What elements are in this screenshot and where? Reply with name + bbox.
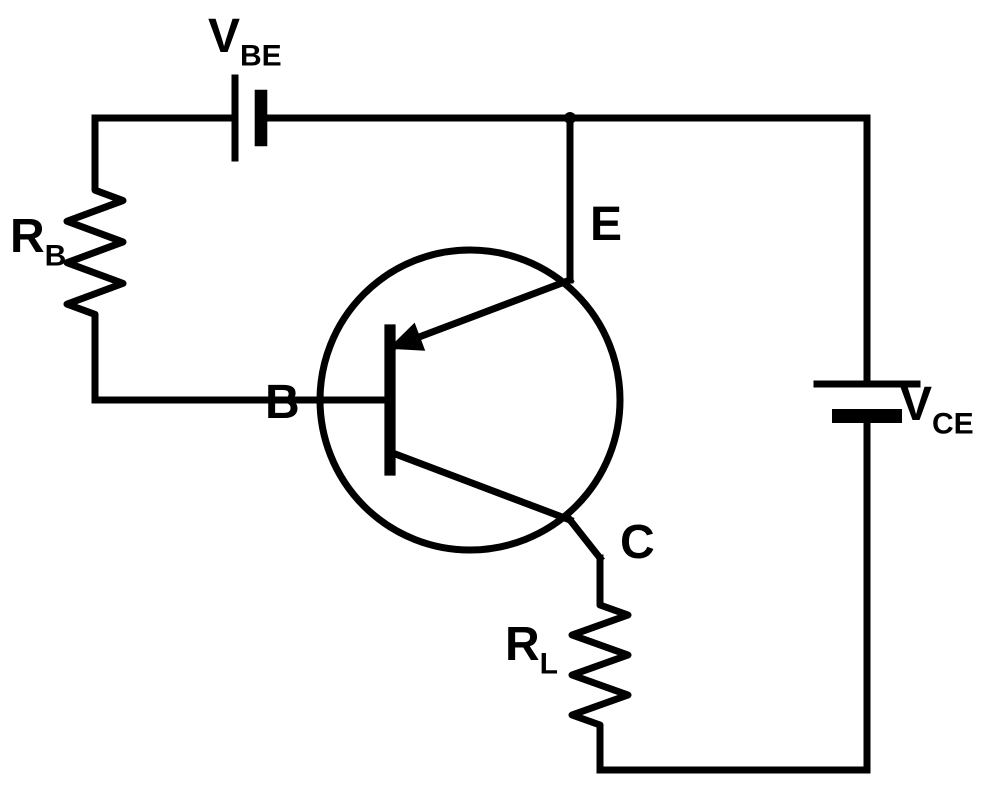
- resistor-rl: [572, 600, 628, 740]
- label-c: C: [620, 516, 655, 569]
- label-e: E: [590, 198, 622, 251]
- node-dot: [564, 112, 576, 124]
- circuit-diagram: VBE VCE RB RL E B C: [0, 0, 996, 797]
- label-rl: RL: [505, 618, 558, 681]
- label-rb: RB: [10, 210, 66, 273]
- label-vce: VCE: [900, 378, 974, 441]
- label-b: B: [265, 376, 300, 429]
- label-vbe: VBE: [208, 10, 282, 73]
- resistor-rb: [67, 185, 123, 330]
